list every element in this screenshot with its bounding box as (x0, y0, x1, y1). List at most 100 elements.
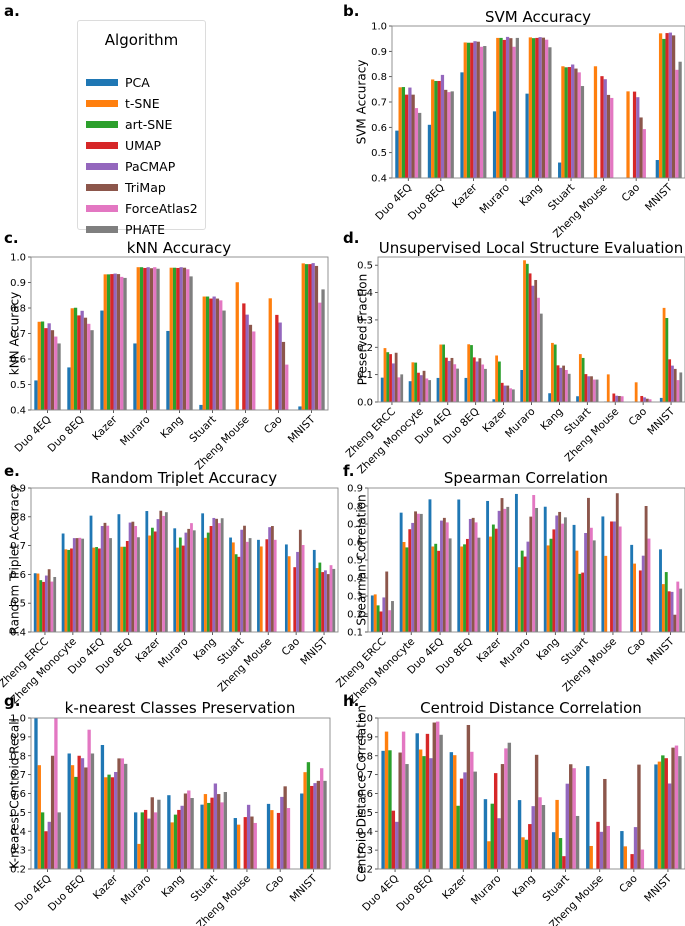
bar-forceatlas2 (87, 323, 91, 410)
legend-swatch (86, 78, 118, 86)
bar-phate (548, 47, 552, 178)
bar-trimap (603, 778, 607, 869)
bar-forceatlas2 (606, 825, 610, 869)
bar-pca (395, 130, 399, 178)
y-tick-label: 0.7 (347, 520, 363, 531)
bar-art-sne (456, 805, 460, 869)
bar-art-sne (578, 573, 582, 632)
bar-art-sne (558, 838, 563, 869)
bar-umap (209, 298, 213, 410)
bar-pacmap (212, 517, 216, 632)
legend-swatch (86, 183, 118, 191)
panel-letter-a: a. (4, 2, 20, 20)
bar-pca (551, 832, 556, 869)
bar-t-sne (551, 342, 554, 402)
bar-umap (110, 274, 114, 410)
bar-pacmap (603, 79, 607, 178)
bar-t-sne (487, 841, 491, 869)
legend-item-pca: PCA (86, 74, 150, 90)
y-tick-label: 0.1 (357, 370, 373, 381)
legend-label: PCA (125, 74, 150, 90)
bar-umap (243, 817, 247, 869)
bar-phate (439, 734, 443, 869)
bar-phate (57, 812, 61, 869)
plot-frame (391, 25, 685, 179)
bar-pacmap (146, 267, 150, 410)
plot-frame (377, 717, 685, 870)
bar-trimap (149, 268, 154, 410)
bar-forceatlas2 (577, 72, 581, 178)
bar-umap (181, 545, 185, 632)
bar-forceatlas2 (401, 731, 406, 869)
bar-art-sne (74, 776, 78, 869)
plot-frame (30, 487, 339, 633)
bar-forceatlas2 (187, 790, 191, 869)
bar-art-sne (553, 344, 557, 402)
bar-umap (308, 264, 312, 410)
bar-pca (257, 539, 260, 632)
bar-t-sne (634, 382, 638, 402)
y-tick-label: 0.5 (10, 808, 26, 819)
bar-pca (200, 804, 204, 869)
bar-phate (391, 601, 394, 632)
bar-art-sne (40, 321, 45, 410)
bar-forceatlas2 (186, 269, 190, 410)
bar-t-sne (398, 87, 402, 178)
bar-pca (199, 404, 203, 410)
bar-pacmap (280, 796, 284, 869)
bar-umap (405, 94, 409, 178)
bar-umap (125, 540, 129, 632)
y-tick-label: 0.3 (10, 846, 26, 857)
bar-forceatlas2 (414, 108, 419, 178)
bar-forceatlas2 (285, 364, 289, 410)
bar-phate (222, 310, 226, 410)
bar-t-sne (633, 563, 637, 632)
bar-pca (415, 733, 419, 869)
bar-umap (638, 570, 642, 632)
y-axis-label: SVM Accuracy (355, 60, 369, 145)
bar-forceatlas2 (87, 729, 91, 869)
bar-pacmap (184, 532, 188, 632)
bar-pacmap (324, 570, 327, 632)
y-axis-label: Preserved Fraction (356, 274, 370, 385)
bar-pacmap (531, 285, 535, 402)
bar-t-sne (460, 546, 464, 632)
bar-phate (450, 91, 454, 178)
legend-swatch (86, 225, 118, 233)
bar-umap (494, 528, 498, 632)
bar-trimap (298, 529, 302, 632)
y-tick-label: 0.2 (357, 865, 373, 876)
bar-pacmap (643, 397, 646, 402)
bar-forceatlas2 (503, 508, 507, 632)
x-tick-label: Kang (159, 873, 186, 900)
algorithm-legend: Algorithm PCA t-SNE art-SNE UMAP PaCMAP … (77, 20, 206, 237)
bar-umap (535, 37, 539, 179)
bar-phate (575, 815, 580, 869)
bar-phate (192, 530, 196, 632)
bar-pca (655, 160, 659, 178)
bar-umap (417, 372, 420, 402)
bar-pca (464, 377, 468, 402)
bar-pca (520, 369, 524, 402)
bar-pacmap (408, 87, 412, 178)
bar-art-sne (422, 756, 426, 869)
panel-letter-d: d. (343, 229, 360, 247)
x-tick-label: Kang (517, 182, 544, 209)
bar-phate (400, 374, 404, 402)
bar-phate (123, 277, 127, 410)
bar-phate (190, 798, 194, 869)
bar-t-sne (384, 731, 389, 869)
plot-frame (367, 487, 685, 633)
bar-pacmap (72, 538, 76, 632)
panel-c: kNN Accuracy kNN Accuracy 0.4 0.5 0.6 0.7 0.8 0… (8, 239, 329, 472)
bar-pca (572, 524, 576, 632)
bar-umap (77, 315, 81, 410)
bar-t-sne (546, 545, 550, 632)
bar-t-sne (658, 33, 663, 179)
y-tick-label: 0.5 (10, 380, 26, 391)
bar-art-sne (318, 562, 322, 632)
bar-forceatlas2 (320, 768, 324, 869)
bar-pacmap (475, 361, 479, 402)
bar-phate (223, 791, 228, 869)
bar-forceatlas2 (447, 92, 451, 178)
